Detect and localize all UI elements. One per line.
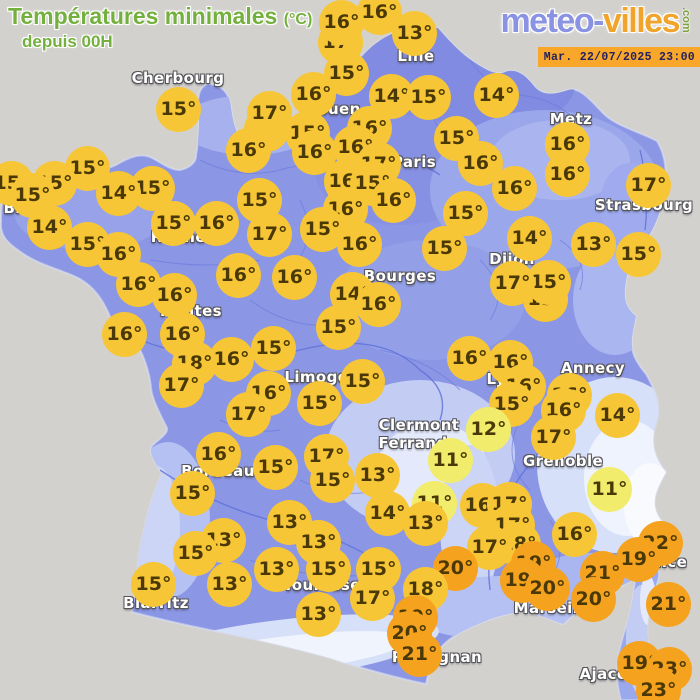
temp-bubble[interactable]: 16°	[194, 201, 239, 246]
temp-bubble[interactable]: 15°	[131, 562, 176, 607]
temp-bubble[interactable]: 11°	[428, 438, 473, 483]
logo-suffix-com: .com	[680, 7, 692, 33]
city-label: Annecy	[560, 359, 626, 377]
temp-bubble[interactable]: 14°	[507, 216, 552, 261]
temp-bubble[interactable]: 13°	[296, 592, 341, 637]
temp-bubble[interactable]: 20°	[571, 577, 616, 622]
temp-bubble[interactable]: 11°	[587, 467, 632, 512]
page-subtitle: depuis 00H	[22, 32, 113, 51]
city-label: Paris	[391, 153, 437, 171]
datetime-badge: Mar. 22/07/2025 23:00	[537, 47, 700, 67]
temp-bubble[interactable]: 14°	[365, 491, 410, 536]
temp-bubble[interactable]: 16°	[458, 141, 503, 186]
title-text: Températures minimales	[8, 3, 278, 29]
city-label: Clermont	[378, 416, 460, 434]
temp-bubble[interactable]: 16°	[492, 166, 537, 211]
temp-bubble[interactable]: 13°	[254, 547, 299, 592]
temp-bubble[interactable]: 16°	[216, 253, 261, 298]
temp-bubble[interactable]: 16°	[291, 72, 336, 117]
temp-bubble[interactable]: 16°	[102, 312, 147, 357]
temp-bubble[interactable]: 13°	[355, 453, 400, 498]
temp-bubble[interactable]: 17°	[531, 415, 576, 460]
temp-bubble[interactable]: 15°	[170, 471, 215, 516]
temp-bubble[interactable]: 16°	[226, 128, 271, 173]
temp-bubble[interactable]: 15°	[489, 382, 534, 427]
temp-bubble[interactable]: 17°	[226, 392, 271, 437]
temp-bubble[interactable]: 15°	[297, 381, 342, 426]
temp-bubble[interactable]: 15°	[340, 359, 385, 404]
temp-bubble[interactable]: 15°	[616, 232, 661, 277]
temp-bubble[interactable]: 14°	[27, 205, 72, 250]
temp-bubble[interactable]: 16°	[552, 512, 597, 557]
temp-bubble[interactable]: 17°	[626, 163, 671, 208]
temp-bubble[interactable]: 14°	[474, 73, 519, 118]
temp-bubble[interactable]: 17°	[350, 576, 395, 621]
temp-bubble[interactable]: 15°	[406, 75, 451, 120]
temp-bubble[interactable]: 14°	[595, 393, 640, 438]
temp-bubble[interactable]: 15°	[316, 305, 361, 350]
temp-bubble[interactable]: 15°	[443, 191, 488, 236]
city-label: Limoges	[284, 368, 358, 386]
temp-bubble[interactable]: 15°	[251, 326, 296, 371]
temp-bubble[interactable]: 16°	[337, 222, 382, 267]
temp-bubble[interactable]: 15°	[306, 547, 351, 592]
temp-bubble[interactable]: 16°	[152, 273, 197, 318]
temp-bubble[interactable]: 15°	[173, 531, 218, 576]
temp-bubble[interactable]: 15°	[422, 226, 467, 271]
temp-bubble[interactable]: 16°	[357, 0, 402, 35]
map-header: Températures minimales (°C) depuis 00H	[8, 3, 312, 52]
temp-bubble[interactable]: 16°	[545, 122, 590, 167]
temp-bubble[interactable]: 15°	[156, 87, 201, 132]
temp-bubble[interactable]: 17°	[490, 261, 535, 306]
temp-bubble[interactable]: 13°	[207, 562, 252, 607]
temp-bubble[interactable]: 21°	[397, 632, 442, 677]
logo-part-meteo: meteo-	[500, 2, 604, 40]
temp-bubble[interactable]: 16°	[319, 0, 364, 45]
temp-bubble[interactable]: 15°	[253, 445, 298, 490]
temp-bubble[interactable]: 15°	[310, 458, 355, 503]
temp-bubble[interactable]: 21°	[646, 582, 691, 627]
page-title: Températures minimales (°C)	[8, 3, 312, 30]
temp-bubble[interactable]: 19°	[616, 537, 661, 582]
temp-bubble[interactable]: 15°	[151, 201, 196, 246]
temp-bubble[interactable]: 23°	[636, 668, 681, 700]
temp-bubble[interactable]: 16°	[447, 336, 492, 381]
meteo-villes-logo[interactable]: meteo- villes .com	[500, 4, 692, 38]
temp-bubble[interactable]: 12°	[466, 407, 511, 452]
title-unit: (°C)	[283, 11, 313, 28]
temp-bubble[interactable]: 16°	[545, 152, 590, 197]
temp-bubble[interactable]: 16°	[356, 282, 401, 327]
temp-bubble[interactable]: 13°	[403, 501, 448, 546]
temp-bubble[interactable]: 16°	[196, 432, 241, 477]
city-label: Bourges	[363, 267, 437, 285]
temp-bubble[interactable]: 17°	[247, 212, 292, 257]
city-label: Ferrand	[378, 434, 448, 452]
city-label: Cherbourg	[131, 69, 225, 87]
temp-bubble[interactable]: 13°	[571, 222, 616, 267]
temp-bubble[interactable]: 14°	[96, 171, 141, 216]
temp-bubble[interactable]: 20°	[525, 566, 570, 611]
temp-bubble[interactable]: 16°	[488, 340, 533, 385]
logo-part-villes: villes	[602, 2, 681, 40]
temp-bubble[interactable]: 15°	[434, 116, 479, 161]
temp-bubble[interactable]: 13°	[392, 11, 437, 56]
temp-bubble[interactable]: 16°	[272, 255, 317, 300]
temp-bubble[interactable]: 17°	[159, 363, 204, 408]
temp-bubble[interactable]: 16°	[371, 178, 416, 223]
temp-bubble[interactable]: 17°	[467, 525, 512, 570]
